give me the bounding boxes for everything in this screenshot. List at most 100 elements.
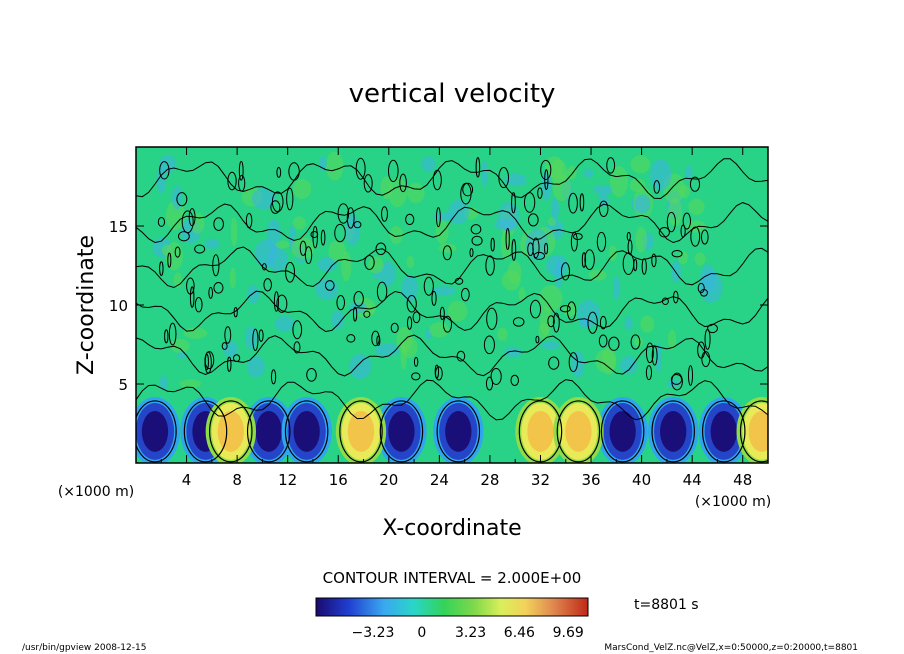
turbulence-patch [609, 165, 629, 198]
contour-ring [572, 233, 583, 241]
turbulence-patch [544, 156, 564, 178]
contour-ring [527, 213, 539, 227]
turbulence-patch [388, 177, 408, 208]
contour-ring [483, 335, 495, 355]
turbulence-patch [688, 198, 705, 216]
turbulence-patch [592, 184, 614, 195]
contour-ring [568, 192, 578, 214]
turbulence-patch [379, 261, 396, 287]
turbulence-patch [634, 194, 651, 214]
contour-ring [544, 169, 549, 190]
contour-ring [608, 336, 620, 351]
contour-ring [435, 207, 441, 228]
turbulence-patch [223, 341, 239, 359]
contour-ring [630, 334, 641, 350]
contour-ring [689, 176, 701, 192]
downdraft-core [660, 410, 687, 452]
contour-ring [606, 157, 616, 174]
contour-ring [411, 372, 421, 381]
draft-contour [183, 400, 228, 463]
turbulence-patch [331, 310, 345, 330]
turbulence-patch [407, 182, 425, 204]
turbulence-patch [179, 379, 202, 389]
turbulence-patch [504, 346, 522, 358]
turbulence-patch [229, 267, 236, 289]
contour-layer [136, 157, 768, 463]
contour-ring [442, 315, 453, 333]
turbulence-patch [613, 276, 621, 300]
contour-line [136, 379, 768, 421]
contour-ring [346, 207, 355, 229]
draft-contour [379, 400, 424, 463]
contour-ring [263, 278, 272, 292]
contour-ring [670, 373, 683, 385]
contour-ring [194, 244, 206, 254]
turbulence-patch [504, 173, 527, 187]
turbulence-patch [375, 343, 400, 357]
contour-ring [475, 157, 481, 178]
contour-ring [559, 305, 571, 313]
contour-line [136, 246, 768, 289]
contour-ring [375, 242, 387, 256]
turbulence-patch [318, 156, 327, 172]
contour-ring [224, 326, 232, 344]
contour-ring [456, 350, 466, 362]
contour-ring [157, 217, 166, 227]
contour-ring [540, 159, 552, 180]
x-unit-left: (×1000 m) [58, 484, 134, 500]
contour-ring [596, 231, 607, 252]
turbulence-patch [401, 274, 418, 302]
contour-ring [304, 246, 313, 265]
updraft-core [748, 410, 768, 452]
contour-ring [412, 311, 421, 324]
contour-ring [293, 341, 301, 354]
contour-ring [176, 192, 188, 207]
contour-ring [512, 317, 525, 327]
downdraft-core [609, 410, 636, 452]
contour-ring [413, 356, 419, 367]
contour-ring [227, 356, 232, 372]
contour-ring [460, 287, 470, 302]
contour-ring [276, 294, 288, 313]
contour-ring [238, 160, 244, 181]
contour-ring [423, 276, 434, 296]
y-axis-ticks: 5 10 15 [109, 218, 768, 394]
turbulence-patch [678, 250, 688, 265]
turbulence-patch [525, 228, 549, 261]
turbulence-patch [341, 251, 352, 282]
contour-ring [622, 252, 635, 275]
contour-ring [626, 231, 631, 241]
contour-ring [376, 281, 388, 302]
turbulence-patch [245, 326, 258, 350]
contour-ring [177, 231, 190, 242]
x-tick-label: 36 [581, 471, 600, 489]
x-tick-label: 24 [430, 471, 449, 489]
colorbar-tick-label: −3.23 [352, 625, 395, 641]
contour-ring [371, 330, 380, 347]
y-tick-label: 10 [109, 297, 128, 315]
contour-line [136, 334, 768, 377]
downdraft-core [293, 410, 320, 452]
turbulence-patch [583, 168, 594, 178]
turbulence-patch [205, 238, 220, 249]
turbulence-patch [251, 188, 276, 210]
colorbar-tick-label: 6.46 [504, 625, 535, 641]
contour-ring [276, 167, 282, 178]
downdraft-core [141, 410, 169, 452]
updraft-core [565, 410, 592, 452]
x-tick-label: 44 [683, 471, 702, 489]
contour-ring [547, 315, 555, 328]
contour-ring [181, 210, 194, 234]
contour-ring [697, 282, 705, 294]
turbulence-patch [650, 159, 672, 191]
contour-ring [687, 365, 694, 386]
contour-ring [645, 342, 654, 364]
turbulence-patch [671, 260, 681, 283]
contour-ring [584, 249, 595, 270]
contour-ring [598, 334, 608, 348]
x-tick-label: 4 [182, 471, 192, 489]
contour-ring [221, 342, 228, 350]
contour-ring [470, 224, 482, 235]
contour-ring [510, 374, 519, 386]
contour-ring [469, 247, 474, 258]
